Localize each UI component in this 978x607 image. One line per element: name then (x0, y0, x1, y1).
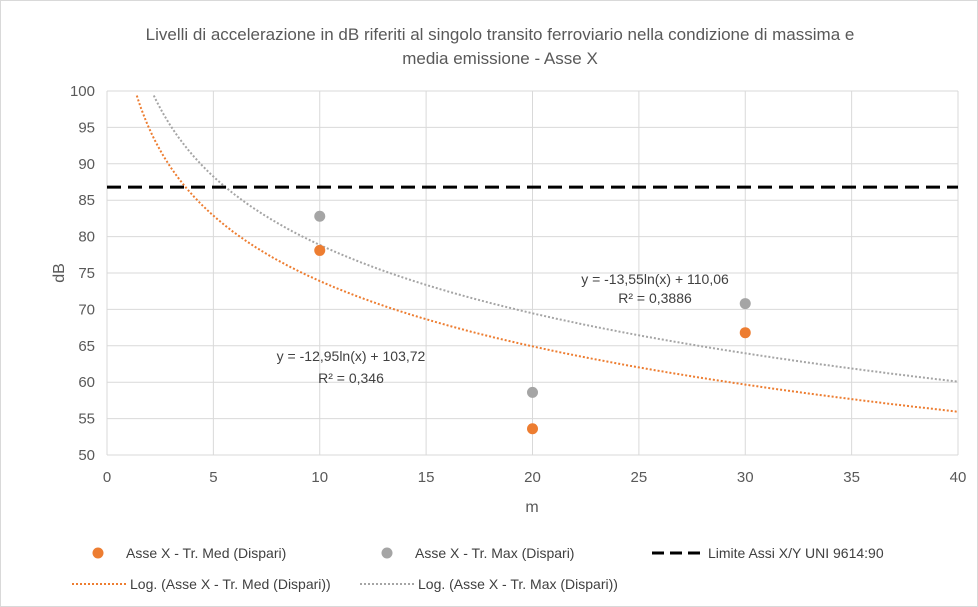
x-tick-label: 30 (737, 469, 754, 486)
x-tick-label: 0 (103, 469, 111, 486)
x-axis-title: m (525, 499, 538, 516)
data-point-med (527, 423, 538, 435)
trendline-r2-max: R² = 0,3886 (618, 290, 692, 306)
trendline-max (152, 95, 959, 383)
x-tick-label: 5 (209, 469, 217, 486)
plot-area (107, 95, 959, 435)
y-tick-label: 95 (78, 119, 95, 136)
trendline-r2-med: R² = 0,346 (318, 370, 384, 386)
data-point-max (739, 298, 751, 310)
chart-title-line-1: Livelli di accelerazione in dB riferiti … (146, 25, 855, 44)
chart-title-line-2: media emissione - Asse X (402, 49, 598, 68)
trendline-equation-max: y = -13,55ln(x) + 110,06 (581, 271, 729, 287)
data-point-max (314, 210, 326, 222)
y-tick-label: 60 (78, 374, 95, 391)
x-tick-label: 20 (524, 469, 541, 486)
y-tick-label: 50 (78, 447, 95, 464)
legend-marker-med (92, 547, 104, 559)
data-point-med (314, 244, 326, 256)
x-tick-label: 35 (843, 469, 860, 486)
trendline-equation-med: y = -12,95ln(x) + 103,72 (277, 348, 426, 364)
y-tick-label: 55 (78, 411, 95, 428)
y-tick-label: 90 (78, 156, 95, 173)
y-tick-label: 100 (70, 83, 95, 100)
legend-label-trend-max: Log. (Asse X - Tr. Max (Dispari)) (418, 576, 618, 592)
legend-marker-max (381, 547, 393, 559)
x-tick-label: 15 (418, 469, 435, 486)
trendline-med (135, 95, 959, 413)
plot-grid (106, 90, 959, 456)
y-tick-labels: 50 55 60 65 70 75 80 85 90 95 100 (70, 83, 95, 464)
y-tick-label: 85 (78, 192, 95, 209)
data-point-max (527, 386, 538, 398)
y-tick-label: 80 (78, 229, 95, 246)
legend-label-med: Asse X - Tr. Med (Dispari) (126, 545, 286, 561)
legend-label-trend-med: Log. (Asse X - Tr. Med (Dispari)) (130, 576, 331, 592)
x-tick-label: 25 (631, 469, 648, 486)
y-tick-label: 70 (78, 301, 95, 318)
x-tick-labels: 0 5 10 15 20 25 30 35 40 (103, 469, 967, 486)
x-tick-label: 10 (311, 469, 328, 486)
x-tick-label: 40 (950, 469, 967, 486)
legend: Asse X - Tr. Med (Dispari) Asse X - Tr. … (72, 545, 884, 592)
y-tick-label: 65 (78, 338, 95, 355)
y-tick-label: 75 (78, 265, 95, 282)
data-point-med (739, 327, 751, 339)
legend-label-limit: Limite Assi X/Y UNI 9614:90 (708, 545, 884, 561)
legend-label-max: Asse X - Tr. Max (Dispari) (415, 545, 574, 561)
y-axis-title: dB (51, 263, 68, 283)
